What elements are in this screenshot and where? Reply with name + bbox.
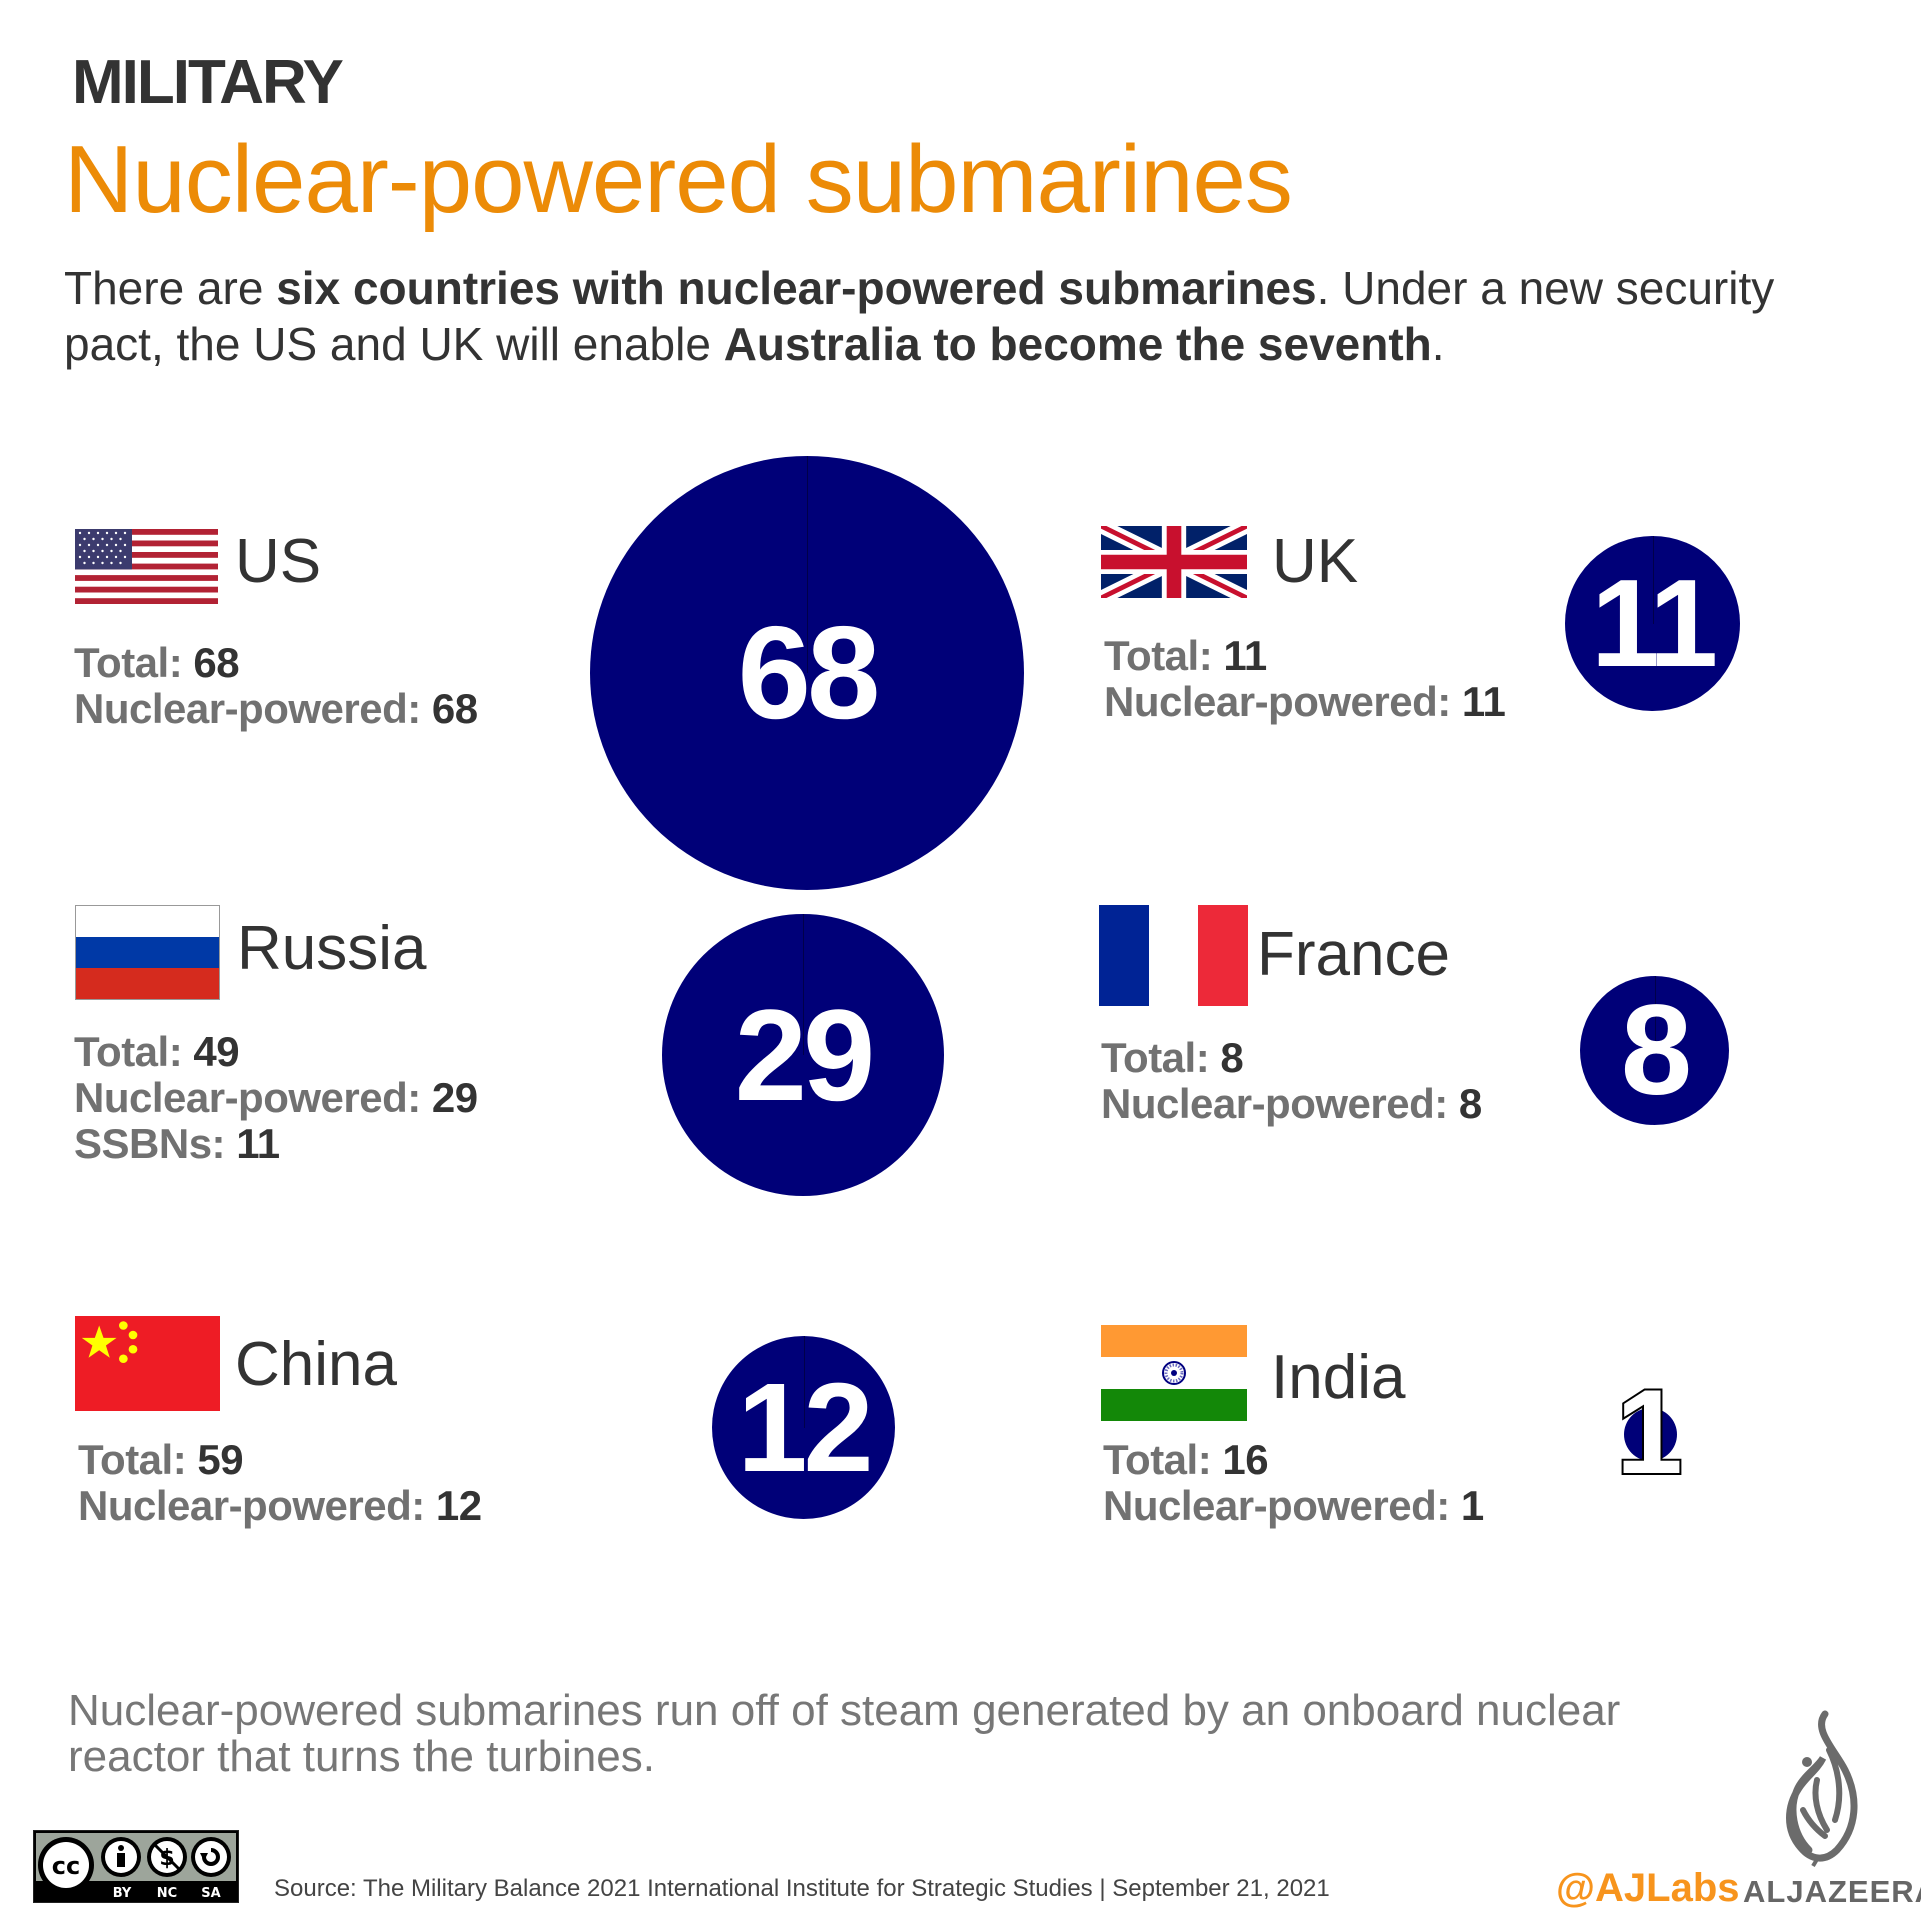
aljazeera-wordmark: ALJAZEERA	[1743, 1874, 1921, 1909]
bubble-value: 11	[1590, 554, 1718, 693]
subtitle: There are six countries with nuclear-pow…	[64, 260, 1864, 372]
nuclear-label: Nuclear-powered:	[74, 685, 432, 732]
nuclear-value: 29	[431, 1074, 478, 1121]
total-value: 8	[1220, 1034, 1244, 1081]
bubble-uk: 11	[1565, 536, 1740, 711]
stats-russia: Total: 49 Nuclear-powered: 29 SSBNs: 11	[74, 1029, 478, 1167]
bubble-value: 29	[734, 982, 876, 1128]
total-value: 11	[1223, 632, 1267, 679]
total-label: Total:	[1103, 1436, 1223, 1483]
bubble-value: 8	[1620, 978, 1692, 1122]
total-label: Total:	[78, 1436, 198, 1483]
us-flag-icon	[75, 529, 218, 604]
country-name-us: US	[235, 527, 322, 596]
stats-china: Total: 59 Nuclear-powered: 12	[78, 1437, 482, 1529]
nuclear-label: Nuclear-powered:	[1101, 1080, 1459, 1127]
cc-license-badge: cc $ BY NC SA	[33, 1830, 239, 1903]
nuclear-value: 68	[431, 685, 478, 732]
france-flag-icon	[1099, 905, 1248, 1006]
country-name-india: India	[1271, 1343, 1406, 1412]
india-flag-icon	[1101, 1325, 1247, 1421]
aljazeera-logo-icon	[1773, 1710, 1873, 1870]
stats-india: Total: 16 Nuclear-powered: 1	[1103, 1437, 1484, 1529]
russia-flag-icon	[75, 905, 220, 1000]
ssbns-value: 11	[236, 1120, 280, 1167]
stats-france: Total: 8 Nuclear-powered: 8	[1101, 1035, 1482, 1127]
subtitle-text: There are	[64, 262, 277, 314]
section-kicker: MILITARY	[72, 48, 344, 117]
ajlabs-handle: @AJLabs	[1556, 1866, 1740, 1910]
bubble-china: 12	[712, 1336, 895, 1519]
svg-text:cc: cc	[52, 1852, 80, 1880]
nuclear-label: Nuclear-powered:	[74, 1074, 432, 1121]
total-label: Total:	[74, 639, 194, 686]
bubble-value: 68	[737, 599, 881, 746]
total-label: Total:	[1101, 1034, 1221, 1081]
nuclear-value: 12	[435, 1482, 482, 1529]
bubble-france: 8	[1580, 976, 1729, 1125]
total-value: 68	[193, 639, 240, 686]
country-name-russia: Russia	[237, 914, 427, 983]
uk-flag-icon	[1101, 526, 1247, 598]
total-label: Total:	[74, 1028, 194, 1075]
source-credit: Source: The Military Balance 2021 Intern…	[274, 1875, 1330, 1902]
svg-text:SA: SA	[201, 1886, 220, 1901]
country-name-uk: UK	[1272, 527, 1359, 596]
nuclear-label: Nuclear-powered:	[1103, 1482, 1461, 1529]
svg-text:NC: NC	[157, 1886, 177, 1901]
ssbns-label: SSBNs:	[74, 1120, 237, 1167]
total-value: 16	[1222, 1436, 1269, 1483]
country-name-france: France	[1257, 920, 1450, 989]
china-flag-icon	[75, 1316, 220, 1411]
nuclear-value: 11	[1461, 678, 1506, 725]
stats-us: Total: 68 Nuclear-powered: 68	[74, 640, 478, 732]
nuclear-value: 8	[1458, 1080, 1482, 1127]
bubble-us: 68	[590, 456, 1024, 890]
footnote: Nuclear-powered submarines run off of st…	[68, 1686, 1621, 1781]
page-title: Nuclear-powered submarines	[64, 126, 1293, 233]
subtitle-emphasis: six countries with nuclear-powered subma…	[276, 262, 1317, 314]
total-value: 49	[193, 1028, 240, 1075]
svg-text:BY: BY	[113, 1886, 132, 1901]
bubble-russia: 29	[662, 914, 944, 1196]
nuclear-label: Nuclear-powered:	[1104, 678, 1462, 725]
bubble-value-india: 1	[1614, 1365, 1685, 1499]
subtitle-text: .	[1431, 318, 1445, 370]
nuclear-label: Nuclear-powered:	[78, 1482, 436, 1529]
subtitle-text: . Under a new security pact, the US and …	[64, 262, 1775, 370]
nuclear-value: 1	[1460, 1482, 1484, 1529]
country-name-china: China	[235, 1330, 397, 1399]
total-value: 59	[197, 1436, 244, 1483]
bubble-value: 12	[737, 1356, 873, 1498]
subtitle-emphasis: Australia to become the seventh	[723, 318, 1432, 370]
bubble-india	[1624, 1408, 1677, 1461]
total-label: Total:	[1104, 632, 1224, 679]
stats-uk: Total: 11 Nuclear-powered: 11	[1104, 632, 1506, 725]
